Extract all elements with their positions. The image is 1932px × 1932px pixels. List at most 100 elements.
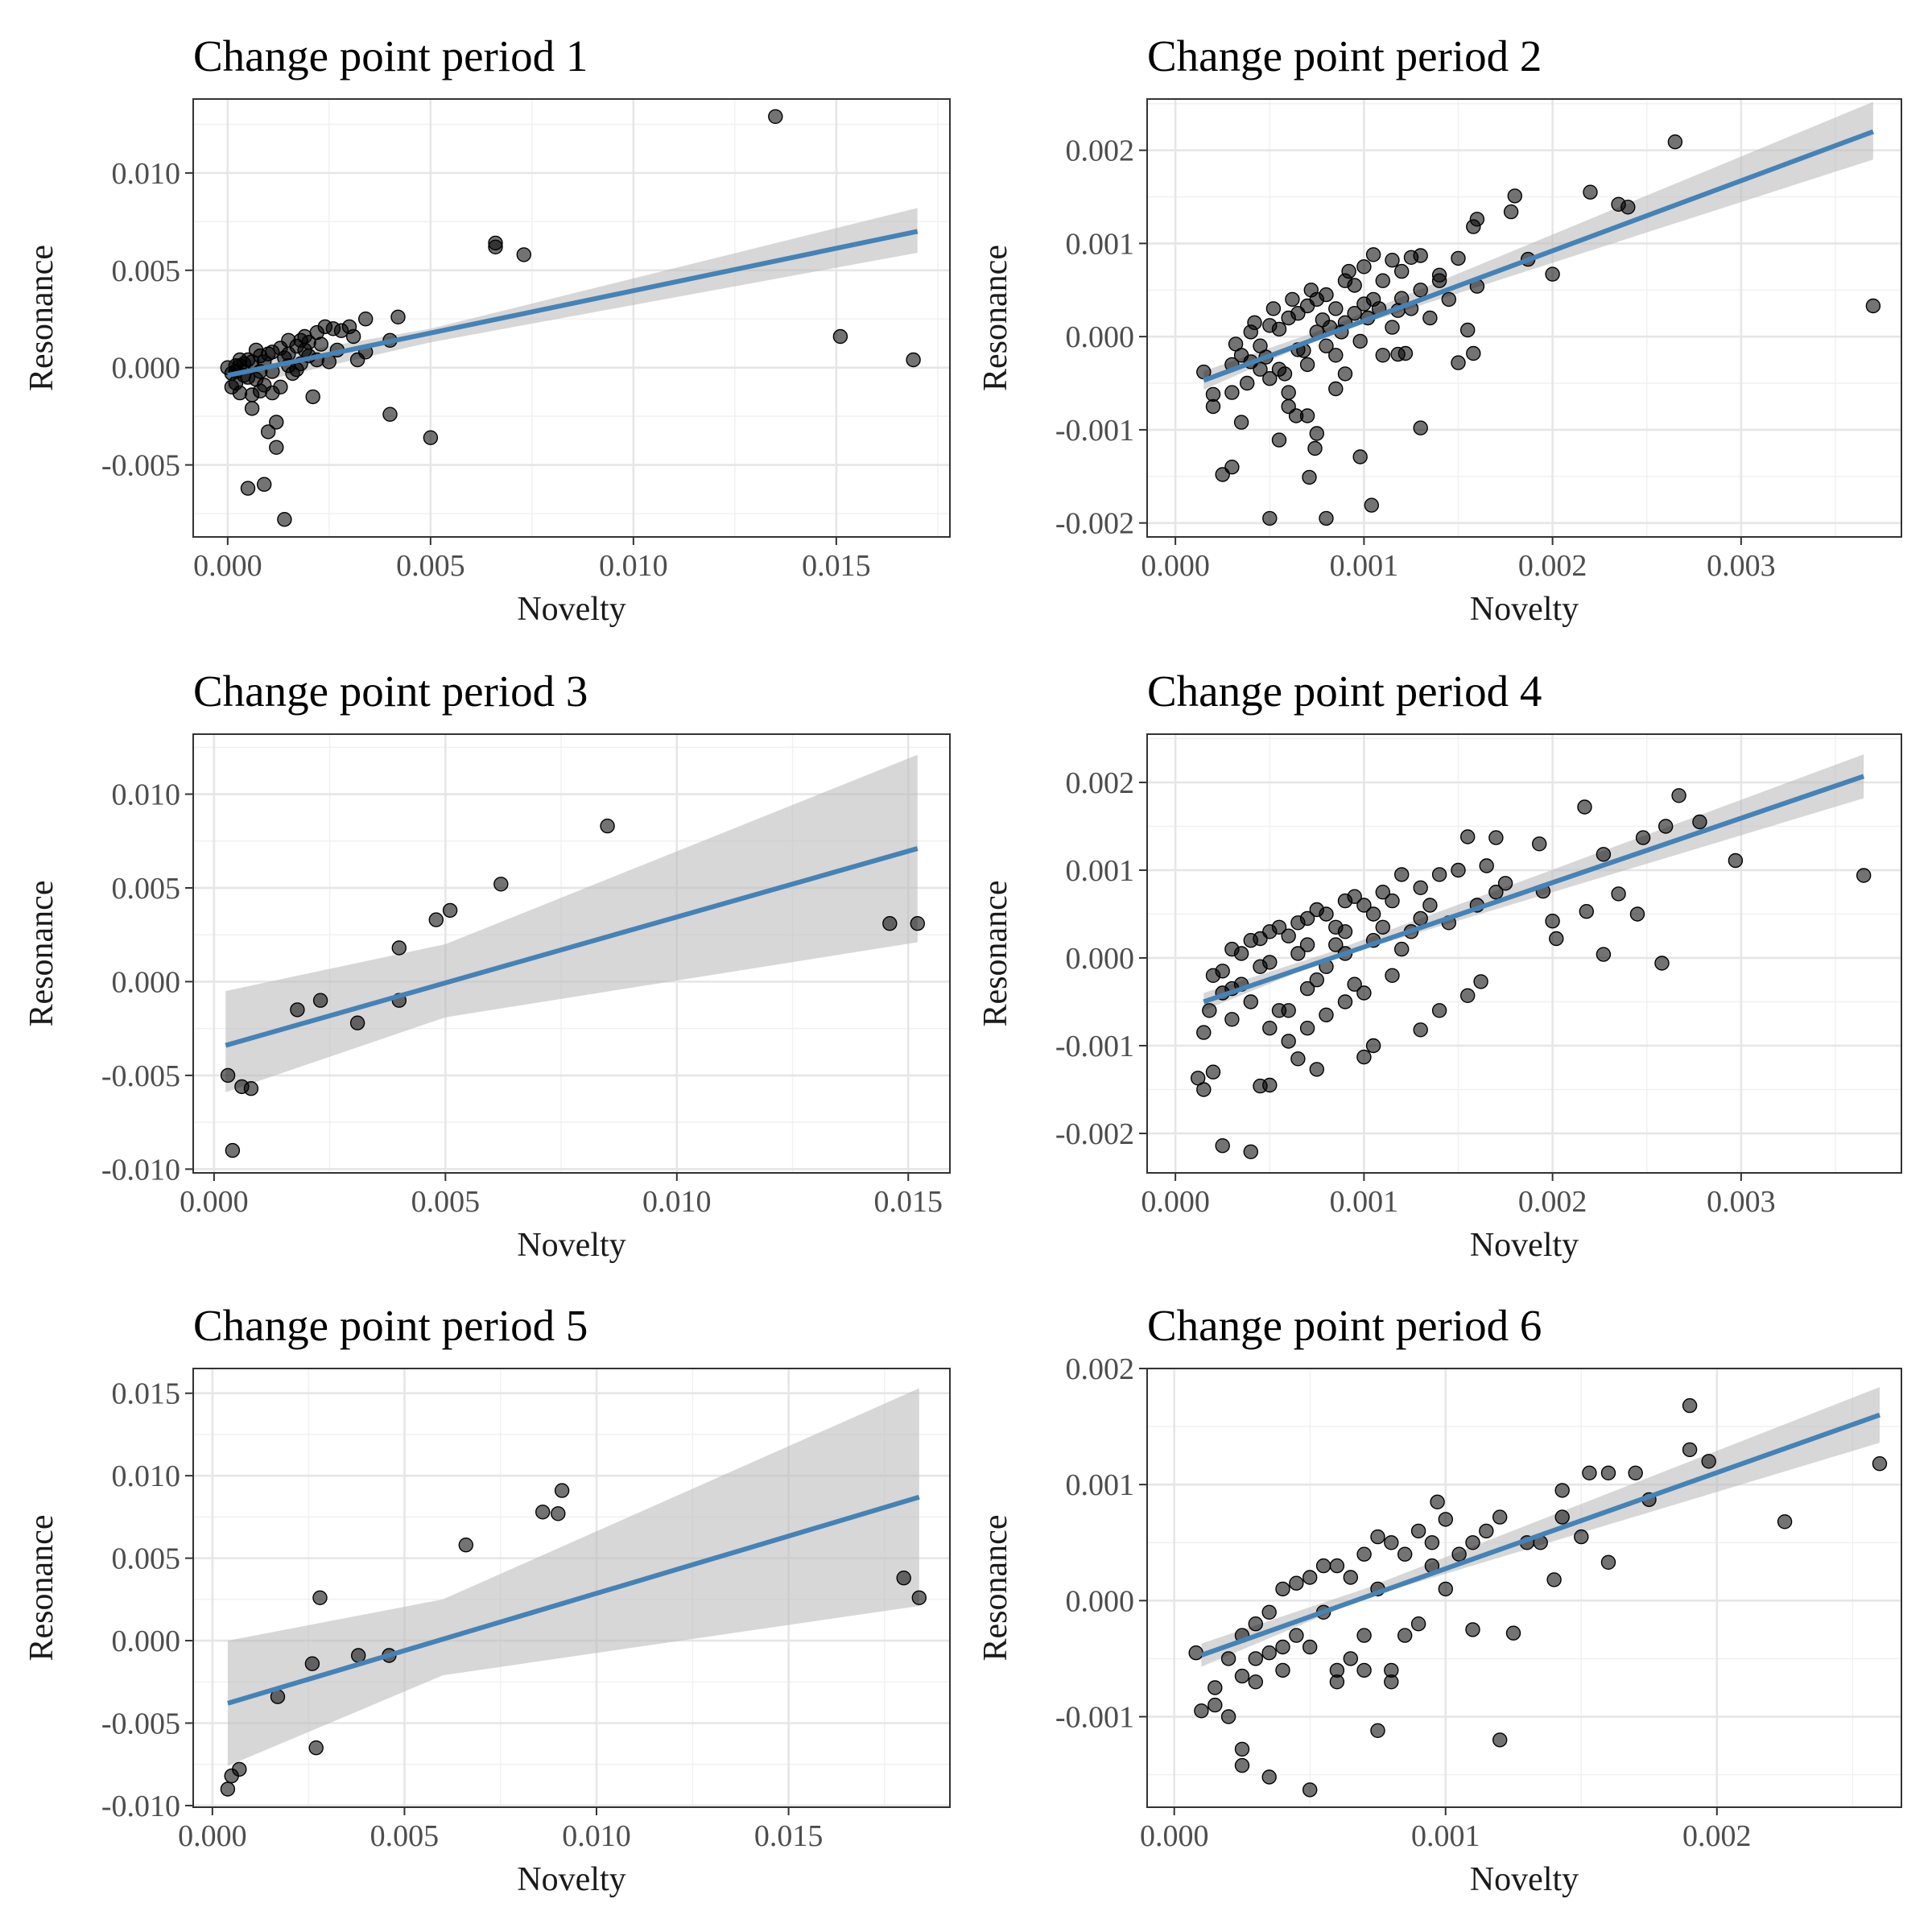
panel-border	[192, 733, 951, 1174]
data-point	[1635, 830, 1651, 845]
data-point	[265, 385, 280, 401]
data-point	[390, 309, 406, 324]
data-point	[312, 1590, 328, 1606]
y-tick-label: 0.001	[1066, 1468, 1135, 1502]
data-point	[240, 352, 256, 368]
data-point	[1352, 333, 1368, 349]
data-point	[1243, 994, 1259, 1009]
data-point	[1329, 1674, 1345, 1690]
data-point	[1261, 1769, 1277, 1785]
data-point	[1208, 1697, 1223, 1713]
data-point	[1347, 889, 1362, 904]
data-point	[1384, 1535, 1399, 1550]
y-tick-label: -0.005	[101, 449, 180, 483]
data-point	[493, 877, 509, 892]
data-point	[1262, 955, 1278, 970]
data-point	[277, 512, 292, 527]
data-point	[1554, 1509, 1570, 1525]
data-point	[269, 440, 284, 455]
data-point	[1215, 467, 1230, 482]
trend-line	[1203, 774, 1865, 1005]
y-axis-title: Resonance	[23, 245, 60, 391]
x-axis-title: Novelty	[1470, 1227, 1579, 1264]
x-tick-label: 0.015	[802, 549, 871, 583]
data-point	[351, 1648, 366, 1663]
y-axis-title: Resonance	[23, 1515, 60, 1662]
data-point	[1459, 829, 1476, 844]
data-point	[832, 328, 848, 345]
data-point	[257, 477, 272, 492]
data-point	[1596, 847, 1612, 862]
data-point	[1393, 867, 1410, 882]
data-point	[261, 424, 276, 440]
data-point	[1488, 830, 1504, 845]
x-tick-label: 0.002	[1518, 549, 1587, 583]
data-point	[1385, 893, 1400, 909]
data-point	[1234, 1741, 1250, 1757]
panel-title: Change point period 4	[1147, 667, 1542, 716]
data-point	[1302, 1570, 1318, 1585]
data-point	[1243, 1144, 1259, 1160]
data-point	[488, 239, 503, 254]
data-point	[244, 387, 260, 402]
data-point	[535, 1505, 551, 1520]
panel-border	[1146, 98, 1902, 538]
y-tick-label: -0.002	[1055, 1117, 1134, 1151]
y-axis-title: Resonance	[977, 1515, 1014, 1662]
data-point	[1413, 880, 1428, 896]
panel-title: Change point period 1	[193, 31, 588, 80]
data-point	[1451, 1546, 1467, 1562]
data-point	[1302, 469, 1317, 485]
y-tick-label: -0.005	[101, 1059, 180, 1093]
data-point	[1341, 263, 1356, 279]
data-point	[1671, 788, 1686, 803]
data-point	[1431, 867, 1447, 882]
data-point	[293, 332, 308, 348]
data-point	[1319, 510, 1334, 526]
x-axis-title: Novelty	[1470, 591, 1579, 628]
panel-title: Change point period 2	[1147, 31, 1542, 80]
data-point	[1777, 1514, 1793, 1530]
data-point	[1390, 346, 1406, 362]
data-point	[1299, 1020, 1315, 1036]
x-tick-label: 0.000	[180, 1185, 249, 1219]
data-point	[1654, 956, 1670, 971]
data-point	[305, 389, 320, 405]
y-tick-label: -0.001	[1055, 1030, 1134, 1063]
data-point	[1451, 862, 1466, 878]
x-tick-label: 0.001	[1330, 1185, 1399, 1219]
data-point	[1422, 898, 1438, 913]
x-tick-label: 0.000	[178, 1819, 247, 1853]
data-point	[1205, 386, 1221, 402]
panel-border	[1146, 1368, 1902, 1808]
data-point	[1275, 1662, 1290, 1678]
x-tick-label: 0.010	[562, 1819, 631, 1853]
data-point	[1277, 366, 1293, 382]
data-point	[1531, 836, 1547, 852]
x-tick-label: 0.002	[1518, 1185, 1587, 1219]
data-point	[1356, 898, 1372, 913]
data-point	[1290, 946, 1306, 961]
data-point	[1299, 408, 1315, 423]
data-point	[261, 346, 276, 361]
data-point	[382, 407, 398, 422]
data-point	[1701, 1454, 1716, 1469]
y-tick-label: 0.005	[112, 254, 181, 288]
x-tick-label: 0.005	[411, 1185, 481, 1219]
data-point	[312, 993, 328, 1008]
data-point	[1465, 1622, 1480, 1637]
data-point	[1194, 1703, 1209, 1719]
y-tick-label: 0.010	[112, 778, 181, 812]
data-point	[1290, 915, 1306, 931]
x-axis-title: Novelty	[517, 591, 625, 628]
data-point	[269, 415, 284, 430]
x-tick-label: 0.015	[874, 1185, 943, 1219]
data-point	[442, 902, 458, 919]
data-point	[1466, 345, 1481, 361]
data-points	[220, 1483, 927, 1797]
data-point	[600, 818, 615, 834]
data-point	[1424, 1535, 1440, 1550]
x-axis-title: Novelty	[517, 1227, 625, 1264]
data-point	[896, 1570, 911, 1586]
data-point	[1208, 1680, 1223, 1695]
